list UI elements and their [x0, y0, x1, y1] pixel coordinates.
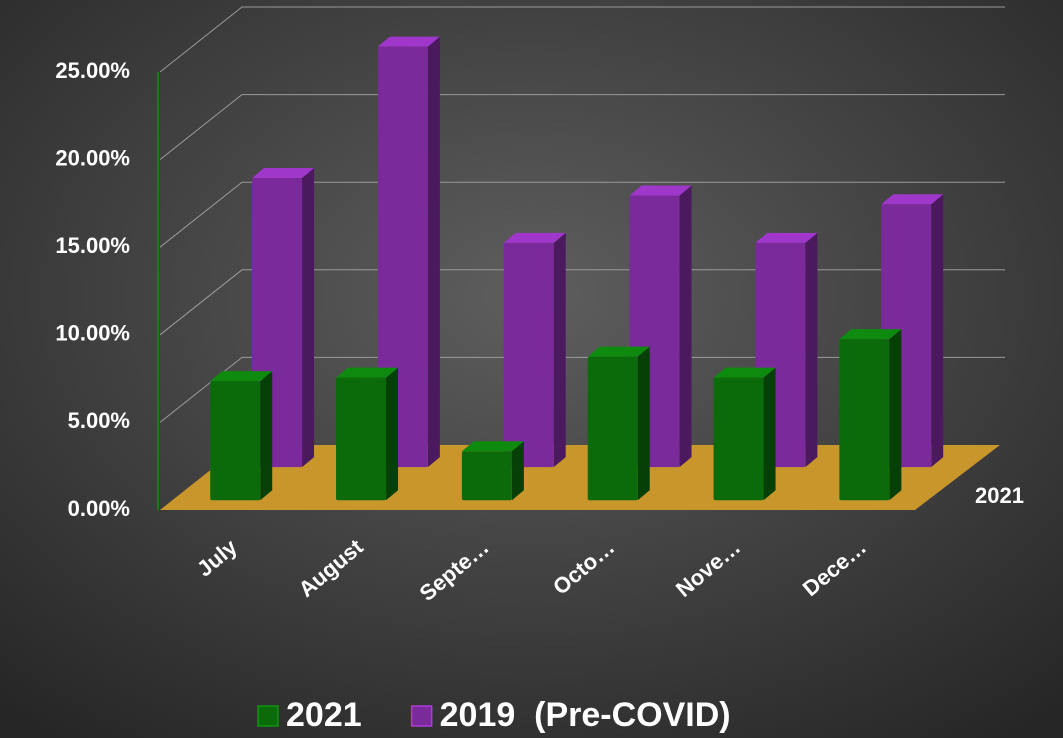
bar-top	[713, 367, 776, 378]
bar-top	[336, 367, 399, 378]
y-tick-label: 25.00%	[55, 58, 130, 83]
y-tick-label: 0.00%	[68, 496, 130, 521]
bar	[210, 381, 261, 501]
bar-side	[427, 36, 440, 468]
y-tick-label: 15.00%	[55, 233, 130, 258]
bar-top	[881, 194, 944, 205]
bar	[503, 242, 554, 468]
bar-top	[629, 185, 692, 196]
bar-top	[503, 232, 566, 243]
bar	[713, 377, 764, 501]
bar-side	[637, 346, 650, 501]
y-tick-label: 10.00%	[55, 321, 130, 346]
bar-top	[839, 329, 902, 340]
grid-line	[159, 94, 1005, 160]
bar-top	[210, 371, 273, 382]
legend-label: 2021	[286, 696, 362, 734]
bar-side	[553, 232, 566, 468]
bar-side	[302, 168, 315, 468]
bar	[587, 356, 638, 501]
bar-side	[386, 367, 399, 501]
bar	[461, 451, 512, 501]
bar-side	[763, 367, 776, 501]
bar-top	[377, 36, 440, 47]
bar-side	[260, 371, 273, 501]
grid-line	[159, 269, 1005, 336]
bar-top	[461, 441, 524, 452]
bar-side	[889, 329, 902, 501]
bar-top	[252, 168, 315, 179]
bar-side	[511, 441, 524, 501]
bar-side	[931, 194, 944, 468]
legend-label: 2019 (Pre-COVID)	[440, 696, 731, 734]
y-tick-label: 20.00%	[55, 145, 130, 170]
legend-swatch	[257, 705, 279, 727]
depth-axis-label: 2021	[975, 483, 1024, 508]
y-tick-label: 5.00%	[68, 408, 130, 433]
legend-swatch	[410, 705, 433, 727]
bar-top	[755, 232, 818, 243]
bar	[336, 377, 387, 501]
grid-line	[159, 6, 1005, 73]
bar-side	[805, 232, 818, 468]
bar	[839, 339, 890, 501]
grid-line	[159, 356, 1005, 423]
bar-top	[587, 346, 650, 357]
bar-side	[679, 185, 692, 468]
bar	[377, 46, 428, 468]
grid-line	[159, 181, 1005, 248]
